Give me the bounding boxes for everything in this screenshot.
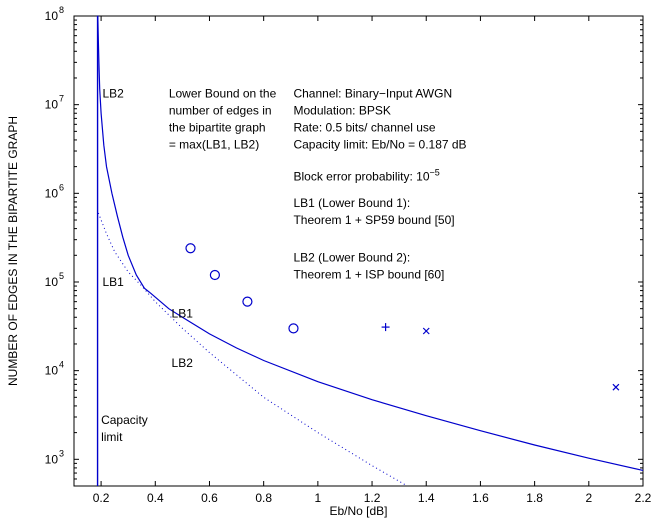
annotation-lower-bound: = max(LB1, LB2)	[169, 138, 259, 152]
y-tick-exponent: 8	[59, 5, 64, 15]
x-tick-label: 1.6	[472, 491, 489, 505]
plot-frame	[73, 15, 644, 487]
annotation-lower-bound: Lower Bound on the	[169, 87, 277, 101]
y-tick-label: 10	[45, 98, 59, 112]
annotation-lower-bound: number of edges in	[169, 104, 272, 118]
series-lb1	[97, 15, 151, 294]
marker-circle	[288, 323, 299, 334]
x-tick-label: 0.8	[255, 491, 272, 505]
marker-cross	[612, 383, 620, 391]
annotation-lb2-def: LB2 (Lower Bound 2):	[293, 251, 410, 265]
marker-plus	[381, 323, 390, 332]
x-tick-label: 0.2	[93, 491, 110, 505]
x-tick-label: 2	[585, 491, 592, 505]
x-tick-label: 0.4	[147, 491, 164, 505]
y-tick-exponent: 6	[59, 182, 64, 192]
annotation-lb1-def: Theorem 1 + SP59 bound [50]	[293, 213, 454, 227]
y-tick-label: 10	[45, 9, 59, 23]
annotation-lb2-mid: LB2	[172, 356, 194, 370]
series-lb2	[149, 292, 644, 471]
y-axis-label: NUMBER OF EDGES IN THE BIPARTITE GRAPH	[6, 116, 20, 386]
marker-cross-b	[422, 327, 430, 335]
marker-cross	[422, 327, 430, 335]
annotation-channel-info: Modulation: BPSK	[293, 104, 390, 118]
x-tick-label: 1.8	[526, 491, 543, 505]
annotation-channel-info: Capacity limit: Eb/No = 0.187 dB	[293, 138, 466, 152]
x-tick-label: 2.2	[635, 491, 652, 505]
x-tick-label: 0.6	[201, 491, 218, 505]
annotation-capacity: Capacity	[101, 413, 148, 427]
y-tick-label: 10	[45, 364, 59, 378]
marker-circle	[242, 296, 253, 307]
marker-cross-b	[612, 383, 620, 391]
annotation-lb2-def: Theorem 1 + ISP bound [60]	[293, 268, 444, 282]
y-tick-label: 10	[45, 452, 59, 466]
y-tick-label: 10	[45, 275, 59, 289]
y-tick-exponent: 3	[59, 448, 64, 458]
y-tick-exponent: 5	[59, 271, 64, 281]
annotation-lb2-top: LB2	[102, 87, 124, 101]
y-tick-label: 10	[45, 186, 59, 200]
x-tick-label: 1.2	[364, 491, 381, 505]
annotation-lb1-def: LB1 (Lower Bound 1):	[293, 196, 410, 210]
x-tick-label: 1.4	[418, 491, 435, 505]
marker-circle	[209, 269, 220, 281]
annotation-capacity: limit	[101, 430, 123, 444]
annotation-channel-info: Channel: Binary−Input AWGN	[293, 87, 452, 101]
annotation-lb1-mid: LB1	[172, 306, 194, 320]
annotation-block-error: Block error probability: 10−5	[293, 167, 439, 183]
annotation-lower-bound: the bipartite graph	[169, 121, 266, 135]
y-tick-exponent: 4	[59, 360, 64, 370]
annotation-lb1-upper: LB1	[102, 275, 124, 289]
annotation-channel-info: Rate: 0.5 bits/ channel use	[293, 121, 435, 135]
marker-circle	[185, 243, 196, 254]
y-tick-exponent: 7	[59, 94, 64, 104]
x-tick-label: 1	[315, 491, 322, 505]
x-axis-label: Eb/No [dB]	[329, 504, 387, 518]
